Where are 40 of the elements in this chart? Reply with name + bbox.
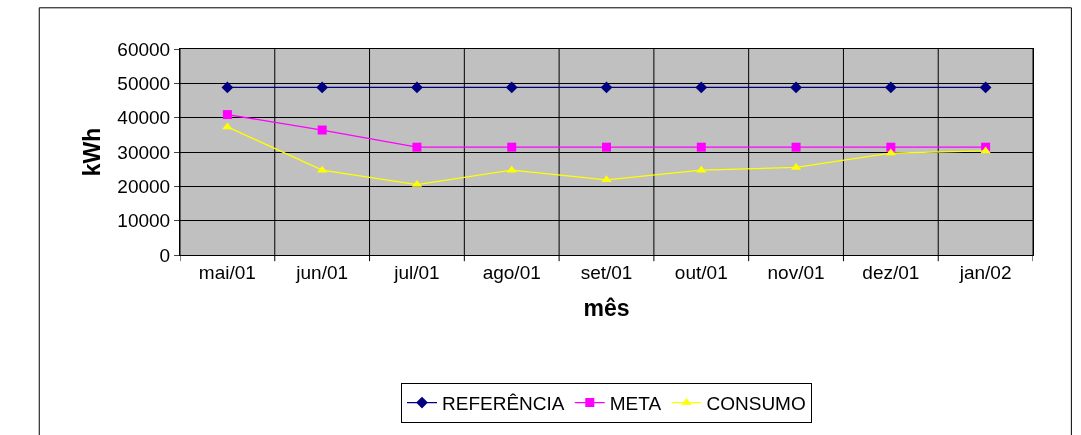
point (317, 125, 327, 135)
point (507, 142, 517, 152)
x-tick-label: jan/02 (958, 261, 1012, 283)
point (602, 142, 611, 152)
point (505, 81, 518, 94)
point (601, 175, 612, 183)
point (316, 81, 329, 94)
point (979, 81, 992, 94)
point (222, 122, 233, 130)
legend-label: REFERÊNCIA (442, 392, 565, 414)
x-tick-label: jun/01 (295, 261, 349, 283)
x-tick-label: ago/01 (482, 261, 541, 283)
point (791, 142, 801, 152)
point (884, 81, 897, 94)
y-axis-title: kWh (78, 127, 105, 177)
x-tick-label: nov/01 (767, 261, 825, 283)
point (411, 81, 423, 94)
x-tick-label: dez/01 (862, 261, 920, 283)
y-tick-label: 30000 (117, 141, 171, 163)
x-tick-label: jul/01 (393, 261, 440, 283)
point (790, 81, 802, 94)
y-tick-label: 50000 (117, 72, 171, 94)
legend-label: META (609, 392, 662, 414)
x-tick-label: mai/01 (198, 261, 256, 283)
x-tick-label: out/01 (674, 261, 728, 283)
point (412, 142, 422, 152)
point (695, 81, 708, 94)
point (221, 81, 234, 94)
point (980, 146, 991, 154)
point (600, 81, 613, 94)
point (696, 142, 706, 152)
y-tick-label: 0 (159, 244, 171, 266)
point (222, 110, 232, 120)
x-axis-title: mês (583, 295, 630, 322)
y-tick-label: 40000 (117, 107, 171, 129)
y-tick-label: 10000 (117, 210, 171, 232)
x-tick-label: set/01 (580, 261, 633, 283)
y-tick-label: 20000 (117, 175, 171, 197)
y-tick-label: 60000 (117, 38, 171, 60)
legend-label: CONSUMO (706, 392, 806, 414)
